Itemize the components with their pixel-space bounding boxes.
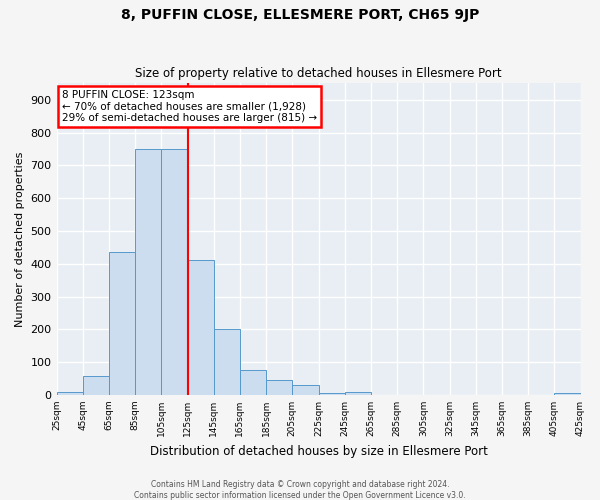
Text: 8 PUFFIN CLOSE: 123sqm
← 70% of detached houses are smaller (1,928)
29% of semi-: 8 PUFFIN CLOSE: 123sqm ← 70% of detached… xyxy=(62,90,317,123)
X-axis label: Distribution of detached houses by size in Ellesmere Port: Distribution of detached houses by size … xyxy=(149,444,487,458)
Bar xyxy=(292,385,319,395)
Bar xyxy=(240,370,266,395)
Bar xyxy=(554,394,581,395)
Bar xyxy=(214,330,240,395)
Text: Contains HM Land Registry data © Crown copyright and database right 2024.
Contai: Contains HM Land Registry data © Crown c… xyxy=(134,480,466,500)
Bar xyxy=(109,252,135,395)
Bar xyxy=(56,392,83,395)
Bar xyxy=(188,260,214,395)
Text: 8, PUFFIN CLOSE, ELLESMERE PORT, CH65 9JP: 8, PUFFIN CLOSE, ELLESMERE PORT, CH65 9J… xyxy=(121,8,479,22)
Title: Size of property relative to detached houses in Ellesmere Port: Size of property relative to detached ho… xyxy=(135,66,502,80)
Bar xyxy=(319,394,345,395)
Bar xyxy=(161,149,188,395)
Bar xyxy=(135,149,161,395)
Bar xyxy=(83,376,109,395)
Bar xyxy=(345,392,371,395)
Bar xyxy=(266,380,292,395)
Y-axis label: Number of detached properties: Number of detached properties xyxy=(15,152,25,327)
